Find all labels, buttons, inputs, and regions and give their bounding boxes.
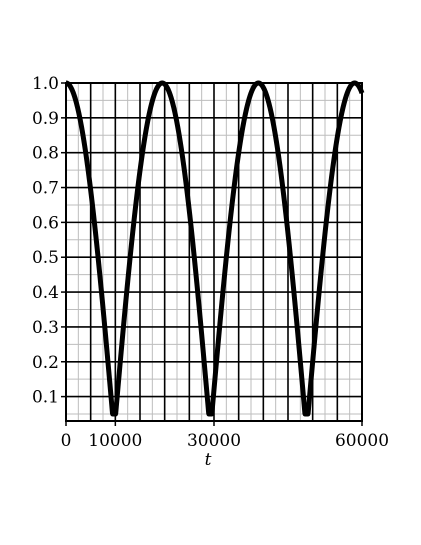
y-tick-label: 0.6: [32, 213, 59, 233]
y-tick-label: 1.0: [32, 74, 59, 94]
x-axis-ticks: 0 10000 30000 60000: [61, 421, 389, 451]
y-tick-label: 0.5: [32, 248, 59, 268]
x-tick-label: 0: [61, 431, 72, 451]
y-axis-ticks: 1.0 0.9 0.8 0.7 0.6 0.5 0.4 0.3 0.2 0.1: [32, 74, 66, 408]
y-tick-label: 0.9: [32, 109, 59, 129]
y-tick-label: 0.3: [32, 318, 59, 338]
y-tick-label: 0.7: [32, 179, 59, 199]
y-tick-label: 0.1: [32, 388, 59, 408]
series-line: [63, 80, 365, 417]
y-tick-label: 0.2: [32, 353, 59, 373]
x-tick-label: 30000: [187, 431, 241, 451]
y-tick-label: 0.4: [32, 283, 59, 303]
x-tick-label: 10000: [88, 431, 142, 451]
x-axis-label: t: [205, 450, 212, 470]
x-tick-label: 60000: [335, 431, 389, 451]
y-tick-label: 0.8: [32, 144, 59, 164]
